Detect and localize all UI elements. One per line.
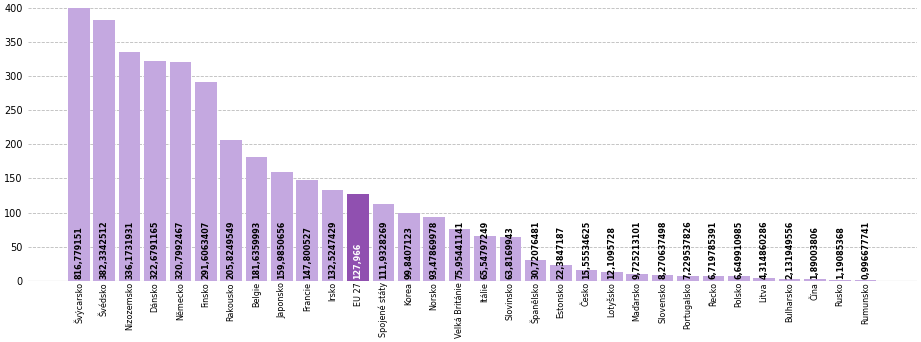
Text: 93,47869978: 93,47869978 (430, 221, 438, 279)
Text: 30,72076481: 30,72076481 (531, 221, 541, 279)
Bar (499, 237, 521, 281)
Bar (93, 20, 115, 281)
Bar (830, 280, 851, 281)
Text: 6,649910985: 6,649910985 (734, 221, 743, 279)
Text: 65,54797249: 65,54797249 (481, 221, 489, 279)
Bar (449, 229, 471, 281)
Bar (220, 141, 242, 281)
Bar (321, 190, 344, 281)
Text: 127,966: 127,966 (354, 243, 363, 279)
Bar (68, 0, 89, 281)
Text: 75,95441141: 75,95441141 (455, 221, 464, 279)
Text: 336,1731931: 336,1731931 (125, 221, 134, 279)
Bar (347, 194, 368, 281)
Text: 181,6359993: 181,6359993 (252, 221, 261, 279)
Bar (855, 280, 877, 281)
Bar (525, 260, 546, 281)
Bar (626, 274, 648, 281)
Text: 320,7992467: 320,7992467 (176, 221, 185, 279)
Text: 816,779151: 816,779151 (75, 227, 84, 279)
Bar (297, 180, 318, 281)
Text: 291,6063407: 291,6063407 (202, 221, 210, 279)
Text: 0,996677741: 0,996677741 (861, 221, 870, 279)
Bar (119, 52, 140, 281)
Text: 2,131949556: 2,131949556 (785, 221, 794, 279)
Bar (195, 82, 216, 281)
Text: 8,270637498: 8,270637498 (659, 221, 667, 279)
Text: 7,229537826: 7,229537826 (683, 221, 693, 279)
Bar (576, 270, 597, 281)
Bar (728, 276, 750, 281)
Bar (753, 278, 775, 281)
Bar (424, 217, 445, 281)
Text: 382,3342512: 382,3342512 (99, 221, 109, 279)
Bar (778, 279, 800, 281)
Bar (246, 157, 267, 281)
Text: 12,1095728: 12,1095728 (607, 226, 616, 279)
Bar (169, 62, 192, 281)
Bar (145, 61, 166, 281)
Text: 22,3847187: 22,3847187 (556, 226, 565, 279)
Bar (703, 276, 724, 281)
Bar (804, 279, 825, 281)
Bar (398, 213, 420, 281)
Text: 1,19085368: 1,19085368 (835, 226, 845, 279)
Bar (652, 275, 673, 281)
Text: 205,8249549: 205,8249549 (227, 221, 236, 279)
Text: 9,725213101: 9,725213101 (633, 221, 642, 279)
Text: 147,800527: 147,800527 (303, 226, 312, 279)
Bar (474, 236, 495, 281)
Bar (677, 276, 699, 281)
Text: 6,719785391: 6,719785391 (709, 221, 717, 279)
Bar (373, 205, 394, 281)
Text: 15,55534625: 15,55534625 (582, 221, 591, 279)
Text: 63,8169943: 63,8169943 (506, 227, 515, 279)
Bar (550, 265, 572, 281)
Text: 159,9850656: 159,9850656 (277, 221, 286, 279)
Text: 99,8407123: 99,8407123 (404, 226, 414, 279)
Text: 1,89003806: 1,89003806 (810, 226, 820, 279)
Bar (271, 172, 293, 281)
Text: 322,6791165: 322,6791165 (150, 221, 159, 279)
Bar (601, 273, 623, 281)
Text: 4,314860286: 4,314860286 (760, 221, 769, 279)
Text: 111,9328269: 111,9328269 (379, 221, 388, 279)
Text: 132,5247429: 132,5247429 (328, 221, 337, 279)
